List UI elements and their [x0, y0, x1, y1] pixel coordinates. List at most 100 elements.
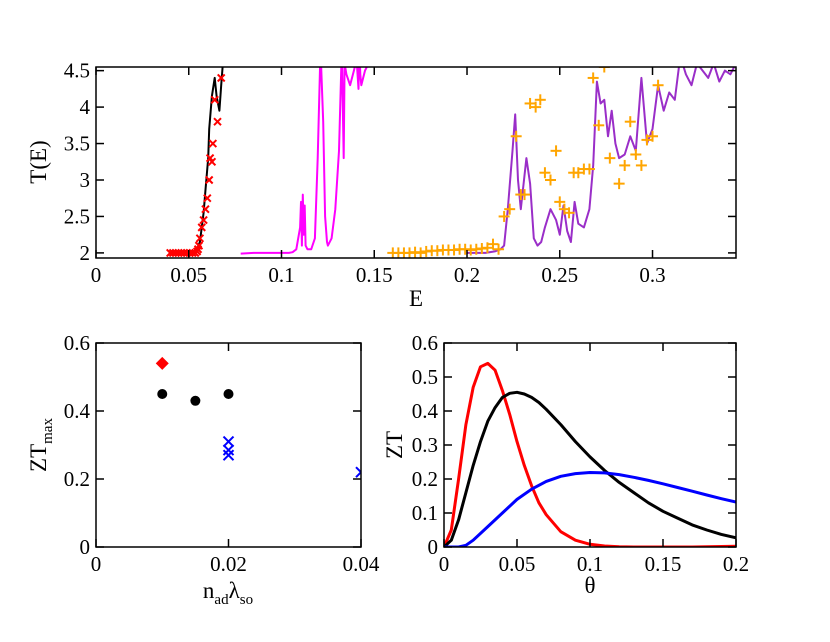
top-series-4-point: [530, 101, 542, 113]
top-series-3-point-stroke-b: [194, 241, 204, 250]
bottom-left-y-tick-label: 0.4: [64, 399, 91, 423]
bottom-left-series-2-point-stroke-b: [222, 449, 235, 461]
top-series-4-point: [498, 210, 510, 222]
top-series-4-point: [510, 130, 522, 142]
top-y-tick-label: 2.5: [64, 204, 90, 228]
top-series-4-point: [554, 196, 566, 208]
top-series-3-point: [199, 215, 208, 225]
top-series-4-point: [635, 159, 647, 171]
bottom-left-x-label-sub1: ad: [214, 592, 229, 608]
bottom-left-series-2-point: [222, 435, 235, 448]
bottom-right-y-axis-label: ZT: [382, 431, 407, 459]
top-series-3-point-stroke-b: [188, 248, 197, 258]
bottom-left-frame: [95, 342, 362, 548]
top-series-group: [165, 54, 736, 258]
bottom-left-y-tick-label: 0.6: [64, 331, 90, 355]
top-series-3-point: [204, 175, 214, 185]
top-series-4-point: [550, 145, 562, 157]
top-series-4-point: [534, 94, 546, 106]
bottom-left-x-label-n: n: [203, 578, 215, 603]
top-series-3-point: [213, 117, 222, 126]
bottom-right-x-tick-label: 0.1: [577, 552, 603, 576]
top-x-tick-label: 0.3: [639, 263, 665, 287]
bottom-right-frame: [443, 342, 737, 548]
bottom-left-x-tick-label: 0.04: [343, 552, 380, 576]
top-series-4-point: [641, 134, 653, 146]
bottom-right-y-tick-label: 0: [428, 535, 439, 559]
top-y-tick-label: 2: [80, 241, 91, 265]
top-y-tick-label: 4: [80, 95, 91, 119]
top-series-4-point: [613, 178, 625, 190]
bottom-left-y-label-sub: max: [40, 418, 56, 444]
top-series-4-point: [563, 207, 575, 219]
bottom-left-series-2-point-stroke-b: [222, 435, 235, 448]
top-x-tick-label: 0: [91, 263, 102, 287]
top-x-axis-label: E: [409, 286, 423, 311]
top-series-4-point: [493, 243, 505, 255]
top-series-4-point: [572, 167, 584, 179]
chart-bottom-right: θ ZT 0 0.05 0.1 0.15 0.2 0 0.1 0.2 0.3 0.4 0.5 0.6: [382, 331, 749, 598]
top-series-4-point: [630, 148, 642, 160]
bottom-left-series-1-point: [223, 389, 234, 399]
top-y-tick-label: 3.5: [64, 132, 90, 156]
bottom-right-y-tick-label: 0.3: [412, 433, 438, 457]
top-series-3-point: [217, 73, 226, 83]
top-series-3-point: [195, 234, 205, 243]
bottom-left-series-group: [155, 356, 361, 478]
top-series-3-point-stroke-b: [208, 139, 218, 148]
top-series-4-point: [519, 189, 531, 201]
bottom-left-series-1-point: [190, 395, 201, 406]
bottom-left-plot-area: [155, 356, 361, 478]
top-series-4-point: [539, 167, 551, 179]
top-x-tick-label: 0.25: [541, 263, 578, 287]
bottom-left-x-axis-label: nadλso: [203, 578, 253, 608]
bottom-left-series-0-point: [155, 356, 169, 370]
bottom-right-y-tick-label: 0.1: [412, 501, 438, 525]
top-frame: [95, 66, 737, 259]
top-series-4-point: [624, 116, 636, 128]
bottom-left-y-axis-label: ZTmax: [26, 418, 56, 472]
top-series-4-point: [598, 67, 610, 73]
bottom-left-series-2-point: [222, 449, 235, 461]
top-series-3-point: [197, 223, 206, 232]
bottom-left-y-tick-label: 0.2: [64, 467, 90, 491]
bottom-left-y-label-main: ZT: [26, 444, 51, 472]
top-series-3-point-stroke-b: [213, 117, 222, 126]
bottom-right-series-0-line: [444, 361, 736, 547]
bottom-left-y-tick-label: 0: [80, 535, 91, 559]
bottom-left-x-label-greek: λ: [229, 578, 241, 603]
top-series-3-point-stroke-b: [201, 204, 210, 214]
bottom-right-y-tick-label: 0.6: [412, 331, 438, 355]
top-y-tick-label: 4.5: [64, 59, 90, 83]
top-series-3-point: [194, 241, 204, 250]
top-series-0-line: [191, 67, 224, 254]
top-series-4-point: [415, 247, 427, 258]
top-series-4-point: [487, 238, 499, 250]
top-series-4-point: [608, 54, 619, 65]
top-series-3-point-stroke-b: [210, 95, 219, 105]
top-series-3-point: [210, 95, 219, 105]
top-series-4-point: [652, 79, 664, 91]
bottom-left-series-2-point: [222, 444, 235, 456]
bottom-right-x-tick-label: 0.05: [499, 552, 536, 576]
top-x-tick-label: 0.2: [454, 263, 480, 287]
top-series-3-point-stroke-b: [203, 194, 212, 203]
top-series-3-point-stroke-b: [205, 153, 215, 163]
top-series-3-point: [203, 194, 212, 203]
top-x-tick-label: 0.1: [268, 263, 294, 287]
bottom-right-x-tick-label: 0: [439, 552, 450, 576]
top-series-4-point: [619, 159, 631, 171]
top-series-3-point: [208, 139, 218, 148]
top-series-3-point-stroke-b: [199, 215, 208, 225]
bottom-left-series-2-point-stroke-b: [222, 444, 235, 456]
bottom-right-x-tick-label: 0.2: [723, 552, 749, 576]
bottom-right-series-group: [444, 361, 736, 547]
top-series-4-point: [504, 203, 516, 215]
bottom-left-series-1-point: [157, 389, 168, 399]
top-x-tick-label: 0.05: [170, 263, 207, 287]
top-series-3-point-stroke-b: [195, 234, 205, 243]
top-series-3-point-stroke-b: [197, 223, 206, 232]
top-plot-area: [165, 54, 736, 258]
top-x-tick-label: 0.15: [356, 263, 393, 287]
